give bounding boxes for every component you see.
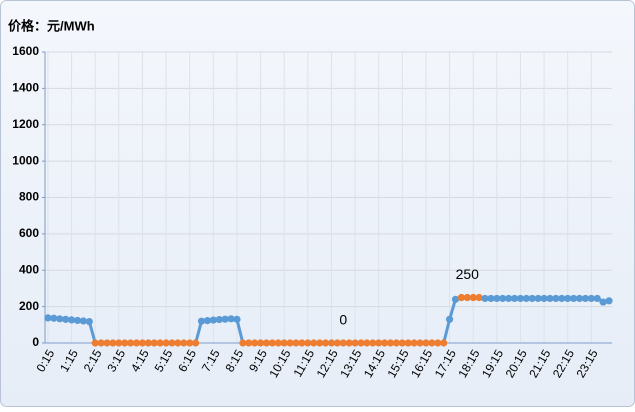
y-tick-label: 200 [19, 299, 39, 313]
annotation: 0 [339, 312, 347, 328]
chart-title: 价格：元/MWh [8, 18, 95, 33]
y-tick-label: 400 [19, 262, 39, 276]
point [192, 339, 199, 346]
y-tick-label: 600 [19, 226, 39, 240]
y-tick-label: 1000 [12, 153, 39, 167]
point [86, 318, 93, 325]
point [605, 297, 612, 304]
y-tick-label: 1600 [12, 44, 39, 58]
point [233, 316, 240, 323]
y-tick-label: 1400 [12, 81, 39, 95]
y-tick-label: 0 [32, 335, 39, 349]
y-tick-label: 800 [19, 190, 39, 204]
point [600, 298, 607, 305]
annotation: 250 [456, 266, 480, 282]
point [440, 339, 447, 346]
point [446, 316, 453, 323]
y-tick-label: 1200 [12, 117, 39, 131]
